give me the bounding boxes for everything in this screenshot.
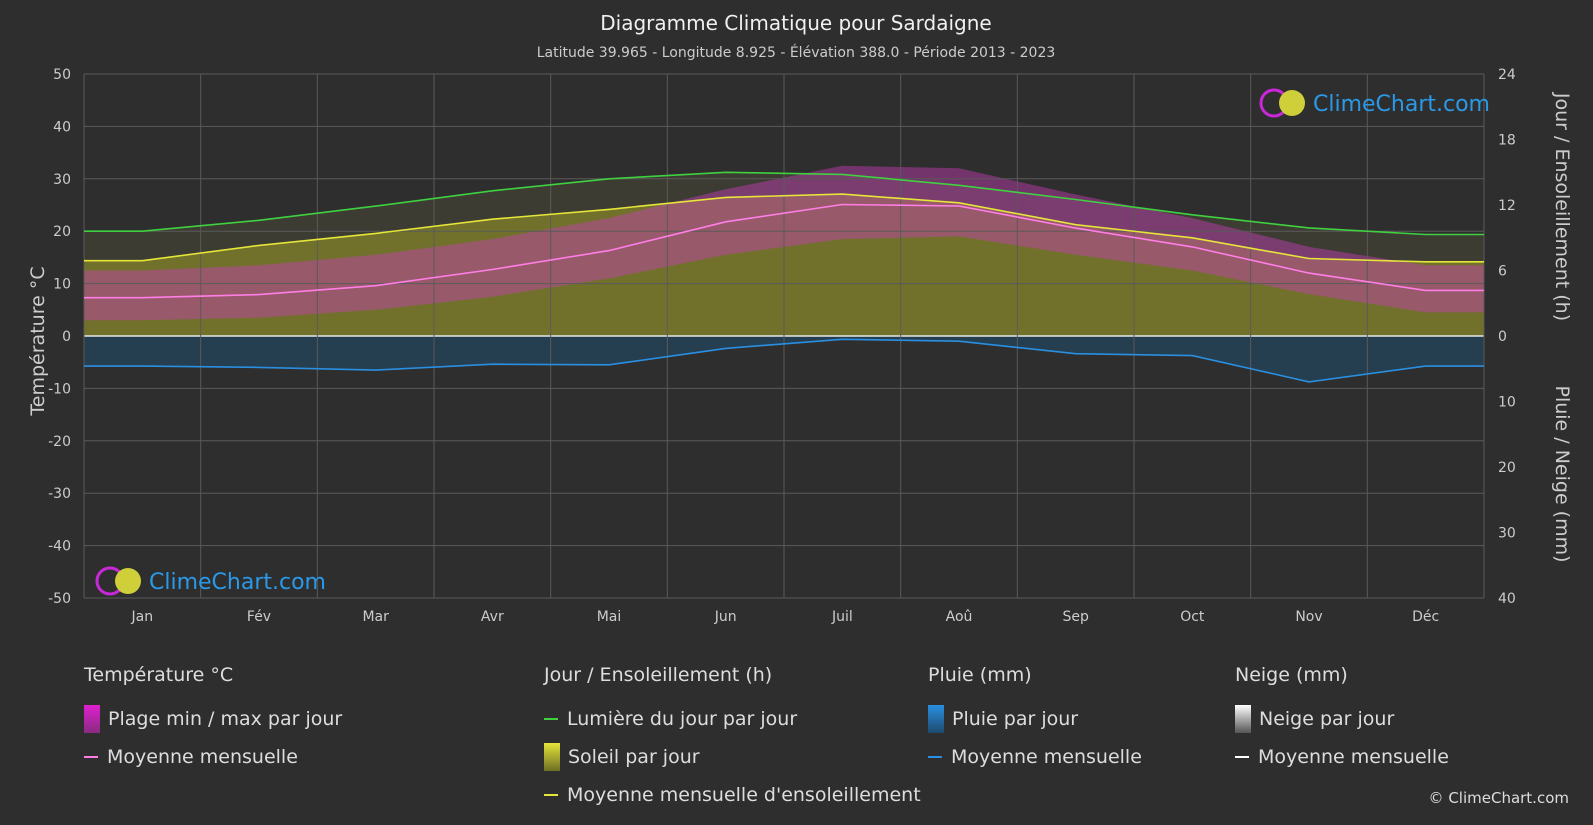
logo-top: ClimeChart.com xyxy=(1259,88,1490,118)
y-right-top-tick-label: 24 xyxy=(1498,67,1516,83)
temp-mean-swatch xyxy=(84,756,98,758)
logo-text-bottom: ClimeChart.com xyxy=(149,570,326,595)
copyright: © ClimeChart.com xyxy=(1428,789,1569,807)
y-right-top-tick-label: 0 xyxy=(1498,329,1507,345)
sunshine-mean-swatch xyxy=(544,794,558,796)
legend-daylight: Lumière du jour par jour xyxy=(544,700,921,738)
legend-temp-mean-label: Moyenne mensuelle xyxy=(107,746,298,768)
x-tick-label: Juil xyxy=(831,609,853,625)
y-right-top-tick-label: 18 xyxy=(1498,133,1516,149)
chart-title: Diagramme Climatique pour Sardaigne xyxy=(600,11,991,35)
legend-sunshine-mean: Moyenne mensuelle d'ensoleillement xyxy=(544,776,921,814)
legend-rain-daily: Pluie par jour xyxy=(928,700,1142,738)
legend-snow-daily-label: Neige par jour xyxy=(1259,708,1395,730)
y-left-tick-label: -20 xyxy=(48,434,71,450)
series-lines xyxy=(84,171,1484,383)
logo-sun-icon xyxy=(1279,90,1305,116)
y-left-tick-label: 20 xyxy=(53,224,71,240)
x-tick-label: Oct xyxy=(1180,609,1205,625)
logo-sun-icon xyxy=(115,568,141,594)
y-left-tick-label: -40 xyxy=(48,539,71,555)
x-tick-label: Sep xyxy=(1062,609,1089,625)
sunshine-swatch xyxy=(544,743,560,771)
y-left-tick-label: 0 xyxy=(62,329,71,345)
temp-mean-line xyxy=(84,203,1484,299)
rain-swatch xyxy=(928,705,944,733)
x-tick-label: Mai xyxy=(597,609,622,625)
daylight-swatch xyxy=(544,718,558,720)
legend: Température °C Plage min / max par jour … xyxy=(0,664,1593,814)
x-axis-ticks: Jan Fév Mar Avr Mai Jun Juil Aoû Sep Oct Nov Déc xyxy=(131,609,1440,625)
legend-rain-mean: Moyenne mensuelle xyxy=(928,738,1142,776)
x-tick-label: Avr xyxy=(481,609,504,625)
legend-snow-mean: Moyenne mensuelle xyxy=(1235,738,1449,776)
snow-swatch xyxy=(1235,705,1251,733)
y-right-bottom-tick-label: 40 xyxy=(1498,591,1516,607)
legend-temp: Température °C Plage min / max par jour … xyxy=(84,664,342,776)
legend-temp-title: Température °C xyxy=(84,664,234,686)
y-right-top-tick-label: 6 xyxy=(1498,264,1507,280)
x-tick-label: Nov xyxy=(1295,609,1322,625)
climate-chart: Diagramme Climatique pour Sardaigne Lati… xyxy=(27,11,1573,625)
sunshine-mean-line xyxy=(84,193,1484,263)
logo-text-top: ClimeChart.com xyxy=(1313,92,1490,117)
y-left-tick-label: -30 xyxy=(48,486,71,502)
x-tick-label: Aoû xyxy=(946,609,973,625)
grid-lines xyxy=(83,73,1485,599)
y-left-tick-label: 10 xyxy=(53,277,71,293)
right-axis-title-bottom: Pluie / Neige (mm) xyxy=(1551,385,1573,562)
y-right-top-tick-label: 12 xyxy=(1498,198,1516,214)
rain-mean-swatch xyxy=(928,756,942,758)
legend-rain: Pluie (mm) Pluie par jour Moyenne mensue… xyxy=(928,664,1142,776)
legend-snow: Neige (mm) Neige par jour Moyenne mensue… xyxy=(1235,664,1449,776)
y-right-bottom-tick-label: 10 xyxy=(1498,395,1516,411)
x-tick-label: Jun xyxy=(714,609,737,625)
daylight-line xyxy=(84,171,1484,236)
chart-subtitle: Latitude 39.965 - Longitude 8.925 - Élév… xyxy=(537,44,1056,61)
legend-sunshine-mean-label: Moyenne mensuelle d'ensoleillement xyxy=(567,784,921,806)
y-right-bottom-tick-label: 30 xyxy=(1498,526,1516,542)
legend-sunshine-label: Soleil par jour xyxy=(568,746,700,768)
x-tick-label: Déc xyxy=(1412,609,1439,625)
legend-sun: Jour / Ensoleillement (h) Lumière du jou… xyxy=(544,664,921,814)
snow-mean-swatch xyxy=(1235,756,1249,758)
y-left-tick-label: -50 xyxy=(48,591,71,607)
rain-mean-line xyxy=(84,338,1484,383)
legend-temp-range-label: Plage min / max par jour xyxy=(108,708,343,730)
legend-rain-daily-label: Pluie par jour xyxy=(952,708,1079,730)
y-right-bottom-tick-label: 20 xyxy=(1498,460,1516,476)
legend-snow-title: Neige (mm) xyxy=(1235,664,1348,686)
legend-sun-title: Jour / Ensoleillement (h) xyxy=(544,664,773,686)
right-axis-title-top: Jour / Ensoleillement (h) xyxy=(1551,92,1573,321)
y-left-tick-label: 50 xyxy=(53,67,71,83)
legend-snow-mean-label: Moyenne mensuelle xyxy=(1258,746,1449,768)
temp-range-swatch xyxy=(84,705,100,733)
y-left-tick-label: 30 xyxy=(53,172,71,188)
x-tick-label: Jan xyxy=(131,609,154,625)
y-left-tick-label: 40 xyxy=(53,119,71,135)
legend-sunshine: Soleil par jour xyxy=(544,738,921,776)
x-tick-label: Mar xyxy=(362,609,389,625)
legend-snow-daily: Neige par jour xyxy=(1235,700,1449,738)
left-axis-title: Température °C xyxy=(27,266,49,416)
left-axis-ticks: 50 40 30 20 10 0 -10 -20 -30 -40 -50 xyxy=(48,67,71,607)
right-axis-ticks: 24 18 12 6 0 10 20 30 40 xyxy=(1498,67,1516,607)
legend-rain-mean-label: Moyenne mensuelle xyxy=(951,746,1142,768)
legend-temp-range: Plage min / max par jour xyxy=(84,700,342,738)
legend-daylight-label: Lumière du jour par jour xyxy=(567,708,798,730)
logo-bottom: ClimeChart.com xyxy=(95,566,326,596)
legend-rain-title: Pluie (mm) xyxy=(928,664,1032,686)
x-tick-label: Fév xyxy=(247,609,271,625)
y-left-tick-label: -10 xyxy=(48,381,71,397)
legend-temp-mean: Moyenne mensuelle xyxy=(84,738,342,776)
